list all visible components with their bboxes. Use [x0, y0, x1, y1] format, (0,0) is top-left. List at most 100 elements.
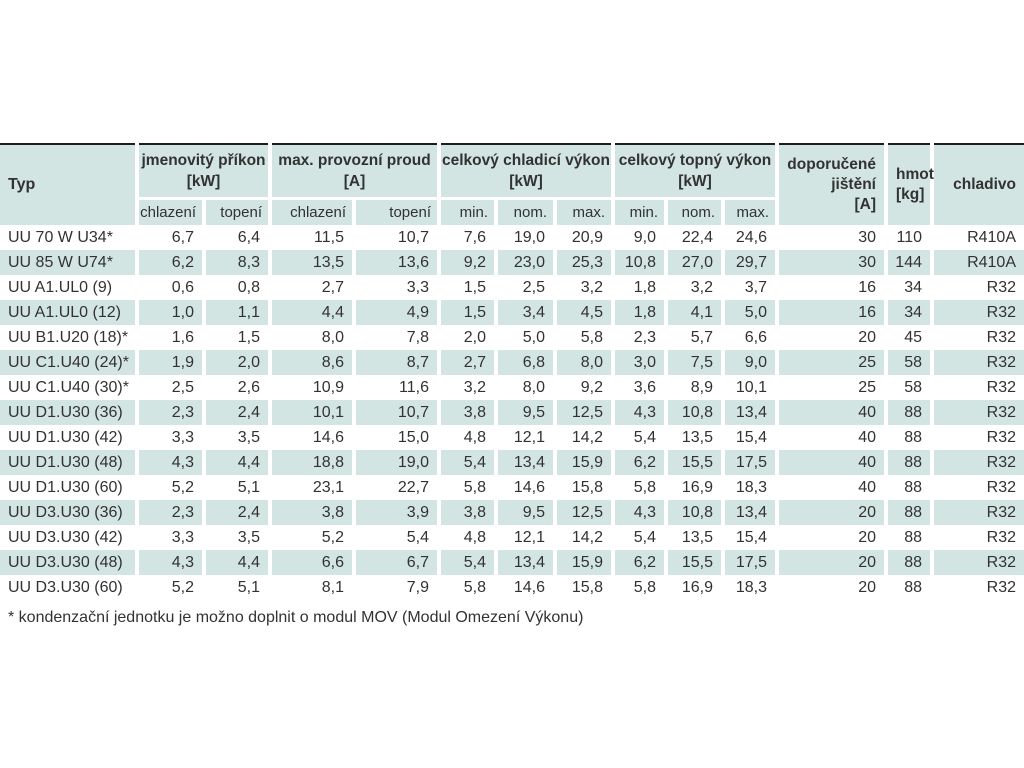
value-cell: 14,2 [571, 529, 603, 546]
column-group-header: max. provozní proud [A] [272, 143, 437, 197]
column-header-line: hmot. [896, 166, 939, 183]
value-cell: 12,5 [557, 400, 611, 425]
value-cell: 4,3 [139, 550, 202, 575]
value-cell: 2,3 [139, 400, 202, 425]
value-cell: 6,7 [171, 229, 194, 246]
value-cell: 40 [779, 400, 884, 425]
value-cell: 9,5 [498, 400, 553, 425]
column-group-unit: [kW] [186, 173, 221, 190]
value-cell: 14,6 [513, 579, 545, 596]
value-cell: 15,8 [571, 479, 603, 496]
value-cell: 58 [888, 350, 930, 375]
value-cell: 6,4 [237, 229, 260, 246]
value-cell: 6,2 [615, 550, 664, 575]
value-cell: 8,6 [272, 350, 352, 375]
value-cell: R32 [986, 579, 1016, 596]
value-cell: 3,8 [441, 400, 494, 425]
value-cell: 5,4 [441, 450, 494, 475]
row-typ-cell: UU D3.U30 (36) [0, 500, 135, 525]
value-cell: 20 [779, 500, 884, 525]
value-cell: R410A [934, 250, 1024, 275]
value-cell: 15,5 [668, 450, 721, 475]
value-cell: 88 [888, 400, 930, 425]
column-header-line: [kg] [896, 186, 925, 203]
value-cell: 7,6 [463, 229, 486, 246]
value-cell: R32 [934, 350, 1024, 375]
value-cell: R32 [934, 400, 1024, 425]
value-cell: 4,4 [206, 550, 268, 575]
spec-table: Typ jmenovitý příkon [kW] chlazení topení max… [0, 143, 1024, 600]
value-cell: 10,9 [312, 379, 344, 396]
value-cell: 25,3 [557, 250, 611, 275]
value-cell: 144 [888, 250, 930, 275]
value-cell: 6,2 [139, 250, 202, 275]
value-cell: 3,2 [580, 279, 603, 296]
value-cell: 14,6 [513, 479, 545, 496]
value-cell: 88 [904, 529, 922, 546]
column-header-line: jištění [831, 176, 876, 193]
value-cell: 13,5 [681, 429, 713, 446]
value-cell: 7,5 [668, 350, 721, 375]
value-cell: 110 [896, 229, 922, 246]
value-cell: 5,8 [580, 329, 603, 346]
value-cell: 3,5 [237, 529, 260, 546]
value-cell: 24,6 [735, 229, 767, 246]
value-cell: 20 [858, 579, 876, 596]
row-typ-cell: UU 85 W U74* [0, 250, 135, 275]
value-cell: 1,6 [171, 329, 194, 346]
value-cell: 27,0 [668, 250, 721, 275]
value-cell: 58 [904, 379, 922, 396]
value-cell: 19,0 [513, 229, 545, 246]
value-cell: 5,2 [321, 529, 344, 546]
value-cell: 40 [858, 479, 876, 496]
footnote: * kondenzační jednotku je možno doplnit … [8, 609, 584, 626]
value-cell: R32 [986, 279, 1016, 296]
row-typ-cell: UU D1.U30 (36) [0, 400, 135, 425]
value-cell: 8,3 [206, 250, 268, 275]
value-cell: 16 [779, 300, 884, 325]
value-cell: 11,6 [399, 379, 429, 396]
value-cell: 2,5 [522, 279, 545, 296]
column-group-label: jmenovitý příkon [141, 152, 266, 169]
value-cell: 3,2 [463, 379, 486, 396]
column-header: doporučené jištění [A] [779, 143, 884, 225]
value-cell: 13,4 [498, 550, 553, 575]
value-cell: 5,4 [441, 550, 494, 575]
value-cell: 9,0 [725, 350, 775, 375]
column-group-unit: [kW] [678, 173, 712, 190]
value-cell: 23,0 [498, 250, 553, 275]
value-cell: 5,7 [690, 329, 713, 346]
value-cell: 9,5 [498, 500, 553, 525]
value-cell: 8,0 [557, 350, 611, 375]
value-cell: 5,4 [633, 529, 656, 546]
value-cell: 18,3 [735, 479, 767, 496]
column-header: hmot. [kg] [888, 143, 939, 225]
value-cell: 2,7 [441, 350, 494, 375]
value-cell: 5,8 [633, 579, 656, 596]
value-cell: 23,1 [312, 479, 344, 496]
value-cell: 10,8 [615, 250, 664, 275]
value-cell: 88 [888, 550, 930, 575]
value-cell: 4,5 [557, 300, 611, 325]
value-cell: 12,1 [513, 529, 545, 546]
value-cell: 16 [858, 279, 876, 296]
column-header: chladivo [934, 143, 1024, 225]
value-cell: 88 [904, 429, 922, 446]
value-cell: 4,4 [206, 450, 268, 475]
value-cell: 5,8 [463, 579, 486, 596]
value-cell: 30 [779, 250, 884, 275]
value-cell: 88 [888, 450, 930, 475]
value-cell: 15,0 [397, 429, 429, 446]
value-cell: 5,0 [522, 329, 545, 346]
value-cell: 14,2 [571, 429, 603, 446]
value-cell: 2,6 [237, 379, 260, 396]
value-cell: 3,7 [744, 279, 767, 296]
value-cell: 1,0 [139, 300, 202, 325]
value-cell: 1,9 [139, 350, 202, 375]
value-cell: 14,6 [312, 429, 344, 446]
value-cell: 10,7 [356, 400, 437, 425]
value-cell: 17,5 [725, 550, 775, 575]
value-cell: 9,2 [580, 379, 603, 396]
value-cell: 18,8 [272, 450, 352, 475]
value-cell: 6,6 [744, 329, 767, 346]
